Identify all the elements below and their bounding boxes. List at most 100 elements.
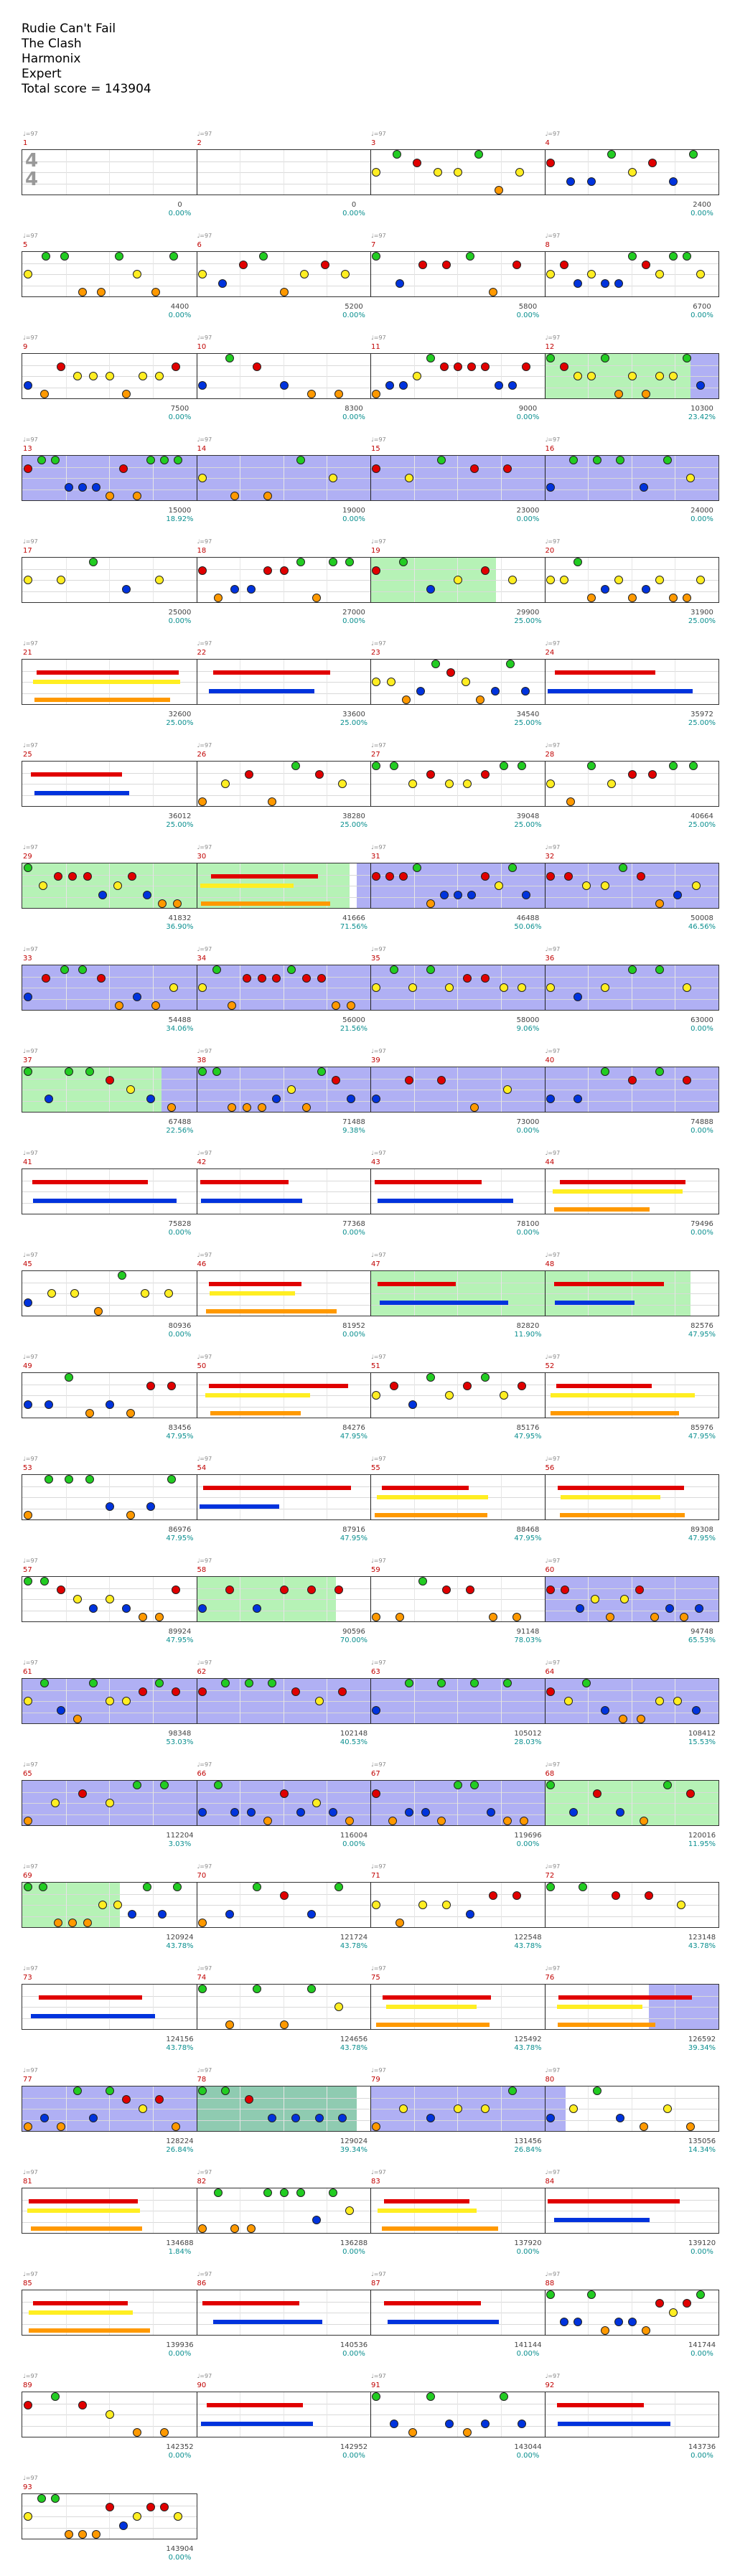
cumulative-score: 54488 [168, 1016, 192, 1024]
beat-line [65, 2086, 67, 2131]
sustain-bar [556, 1384, 652, 1388]
note-gem [197, 566, 207, 575]
tempo-mark: ♩=97 [23, 2373, 38, 2379]
note-gem [334, 2003, 343, 2011]
beat-line [457, 762, 459, 806]
tempo-mark: ♩=97 [371, 1354, 386, 1360]
note-gem [287, 965, 296, 974]
note-gem [171, 1586, 180, 1594]
note-gem [96, 974, 106, 983]
cumulative-score: 27000 [342, 609, 365, 617]
measure-bar [544, 1067, 546, 1112]
note-gem [607, 150, 617, 159]
note-gem [481, 2104, 490, 2113]
note-gem [197, 797, 207, 806]
note-gem [627, 2318, 637, 2326]
tempo-mark: ♩=97 [23, 1965, 38, 1972]
measure-number: 24 [545, 649, 555, 657]
note-gem [518, 2420, 527, 2428]
note-gem [300, 270, 309, 278]
note-gem [24, 270, 32, 278]
sustain-bar [207, 2403, 303, 2407]
beat-line [500, 1679, 502, 1723]
beat-line [152, 2086, 154, 2131]
cumulative-score: 5800 [518, 303, 538, 311]
beat-line [413, 2290, 415, 2335]
note-gem [169, 983, 179, 992]
note-gem [172, 1883, 182, 1891]
tempo-mark: ♩=97 [197, 1761, 212, 1768]
note-gem [668, 372, 678, 380]
sustain-bar [554, 1282, 664, 1286]
overdrive-percent: 0.00% [516, 2350, 540, 2358]
note-gem [252, 1985, 261, 1993]
note-gem [24, 1067, 32, 1076]
measure-bar [370, 150, 371, 195]
overdrive-percent: 9.38% [342, 1127, 365, 1135]
note-gem [573, 558, 582, 566]
note-gem [24, 863, 32, 872]
sustain-bar [560, 1180, 685, 1184]
note-gem [586, 177, 596, 186]
note-gem [268, 797, 277, 806]
beat-line [152, 252, 154, 296]
note-gem [426, 354, 436, 362]
note-gem [372, 872, 380, 881]
tempo-mark: ♩=97 [23, 946, 38, 952]
overdrive-percent: 0.00% [690, 1127, 713, 1135]
beat-line [109, 456, 111, 500]
measure-number: 70 [197, 1872, 207, 1880]
sustain-bar [558, 2422, 671, 2426]
tempo-mark: ♩=97 [23, 436, 38, 443]
overdrive-percent: 0.00% [168, 413, 192, 421]
tempo-mark: ♩=97 [371, 1863, 386, 1870]
beat-line [65, 762, 67, 806]
tempo-mark: ♩=97 [371, 436, 386, 443]
cumulative-score: 78100 [516, 1220, 540, 1228]
note-gem [454, 362, 463, 371]
overdrive-percent: 25.00% [688, 719, 716, 727]
note-gem [225, 1910, 234, 1919]
note-gem [85, 1067, 94, 1076]
note-gem [559, 2318, 568, 2326]
beat-line [500, 354, 502, 398]
overdrive-percent: 25.00% [688, 617, 716, 625]
note-gem [404, 1679, 413, 1687]
note-gem [106, 492, 115, 500]
song-artist: The Clash [22, 37, 82, 51]
note-gem [386, 678, 395, 686]
note-gem [317, 1067, 326, 1076]
tempo-mark: ♩=97 [545, 742, 561, 749]
note-gem [655, 899, 664, 908]
beat-line [65, 252, 67, 296]
note-gem [481, 362, 490, 371]
note-gem [569, 456, 579, 464]
beat-line [457, 965, 459, 1010]
note-gem [78, 288, 88, 296]
sustain-bar [29, 2199, 139, 2203]
measure-number: 54 [197, 1464, 207, 1472]
beat-line [457, 1883, 459, 1927]
note-gem [413, 159, 422, 167]
cumulative-score: 126592 [688, 2036, 716, 2043]
note-gem [474, 150, 483, 159]
cumulative-score: 142952 [340, 2443, 368, 2451]
note-gem [476, 695, 485, 704]
note-gem [665, 1604, 674, 1613]
note-gem [338, 1687, 347, 1696]
note-gem [106, 2410, 115, 2419]
note-gem [495, 881, 504, 890]
measure-bar [544, 150, 546, 195]
sustain-bar [553, 1207, 650, 1212]
note-gem [65, 1067, 74, 1076]
overdrive-percent: 0.00% [516, 413, 540, 421]
overdrive-percent: 0.00% [690, 1025, 713, 1033]
measure-bar [370, 1271, 371, 1316]
measure-bar [370, 1475, 371, 1519]
beat-line [588, 2290, 589, 2335]
beat-line [588, 1781, 589, 1825]
song-header: Rudie Can't Fail The Clash Harmonix Expe… [22, 22, 151, 97]
measure-number: 64 [545, 1668, 555, 1676]
overdrive-percent: 0.00% [342, 2452, 365, 2460]
song-developer: Harmonix [22, 52, 81, 66]
